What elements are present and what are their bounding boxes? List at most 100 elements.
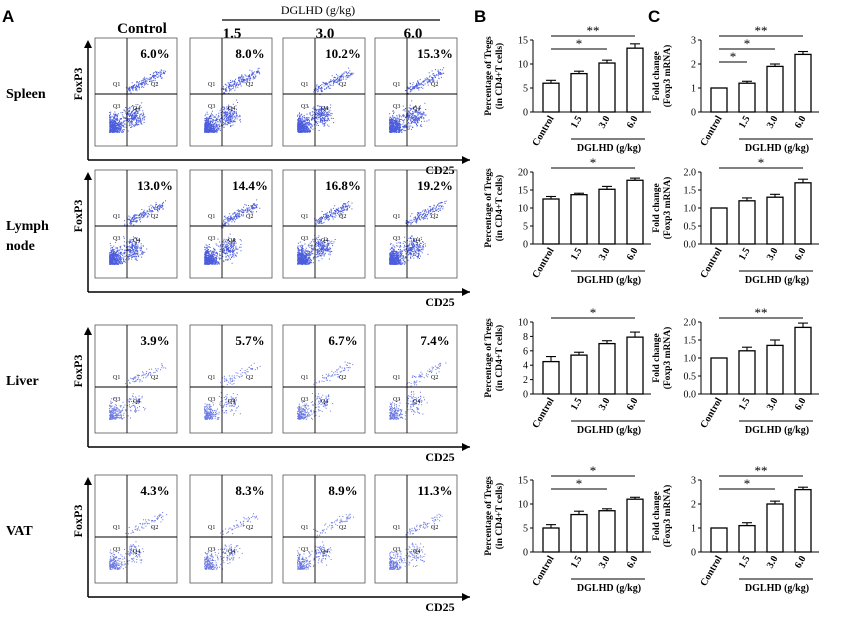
quadrant-label: Q4	[321, 549, 328, 555]
y-axis-label: FoxP3	[71, 68, 85, 101]
y-tick-label: 15	[518, 186, 528, 197]
quadrant-label: Q2	[151, 214, 158, 220]
y-tick-label: 10	[518, 318, 528, 329]
dglhd-header: DGLHD (g/kg)	[281, 3, 355, 17]
y-axis-label: (in CD4+T cells)	[494, 43, 505, 109]
quadrant-label: Q3	[113, 397, 120, 403]
quadrant-label: Q2	[339, 214, 346, 220]
plot-frame	[282, 169, 366, 279]
x-tick-label: 6.0	[625, 554, 641, 570]
plot-frame	[282, 474, 366, 584]
x-tick-label: 1.5	[737, 554, 753, 570]
flow-plot: Q1 Q2 Q3 Q4 8.0%	[189, 37, 273, 147]
y-axis-label: FoxP3	[71, 355, 85, 388]
quadrant-label: Q4	[413, 106, 420, 112]
significance-marker: *	[590, 155, 597, 170]
y-axis-label: (Foxp3 mRNA)	[662, 177, 673, 240]
flow-plot: Q1 Q2 Q3 Q4 10.2%	[282, 37, 366, 147]
y-axis-label: (Foxp3 mRNA)	[662, 45, 673, 108]
plot-frame	[374, 169, 458, 279]
quadrant-label: Q4	[228, 238, 235, 244]
y-tick-label: 0	[691, 548, 696, 559]
quadrant-label: Q1	[113, 214, 120, 220]
quadrant-label: Q2	[151, 82, 158, 88]
quadrant-label: Q3	[113, 236, 120, 242]
quadrant-label: Q3	[208, 397, 215, 403]
flow-plot: Q1 Q2 Q3 Q4 8.3%	[189, 474, 273, 584]
y-tick-label: 15	[518, 36, 528, 47]
y-tick-label: 20	[518, 168, 528, 179]
quadrant-label: Q1	[393, 525, 400, 531]
quadrant-label: Q4	[133, 106, 140, 112]
quadrant-label: Q4	[413, 399, 420, 405]
x-axis-label: CD25	[425, 450, 454, 464]
treg-percentage: 6.0%	[140, 46, 169, 61]
bar	[710, 357, 728, 395]
tissue-name-2: Liver	[6, 374, 39, 389]
flow-plot: Q1 Q2 Q3 Q4 16.8%	[282, 169, 366, 279]
x-axis-arrow	[462, 443, 470, 451]
y-tick-label: 1.5	[684, 336, 697, 347]
quadrant-label: Q1	[113, 82, 120, 88]
event-dots	[389, 513, 443, 570]
bar-chart-C-liver: 0.0 0.5 1.0 1.5 2.0 Fold change (Foxp3 mRNA) Co…	[652, 305, 819, 436]
x-tick-label: 1.5	[737, 246, 753, 262]
x-axis-arrow	[462, 288, 470, 296]
y-axis-arrow	[84, 40, 92, 48]
bar	[626, 336, 644, 395]
quadrant-label: Q2	[151, 375, 158, 381]
bar	[598, 510, 616, 553]
bar	[626, 179, 644, 245]
y-axis-label: Percentage of Tregs	[484, 318, 494, 398]
y-axis-label: Percentage of Tregs	[484, 476, 494, 556]
bar	[738, 82, 756, 113]
event-dots	[389, 362, 447, 420]
event-dots	[297, 201, 353, 265]
bar	[570, 354, 588, 395]
bar	[710, 87, 728, 113]
treg-percentage: 16.8%	[325, 178, 361, 193]
y-tick-label: 0	[523, 548, 528, 559]
flow-plot: Q1 Q2 Q3 Q4 19.2%	[374, 169, 458, 279]
flow-plot: Q1 Q2 Q3 Q4 6.7%	[282, 324, 366, 434]
y-tick-label: 2.0	[684, 168, 697, 179]
y-tick-label: 3	[691, 36, 696, 47]
x-axis-arrow	[462, 593, 470, 601]
y-axis-label: Fold change	[652, 51, 662, 100]
plot-frame	[189, 474, 273, 584]
event-dots	[204, 362, 261, 420]
y-tick-label: 0.5	[684, 372, 697, 383]
quadrant-label: Q4	[228, 549, 235, 555]
significance-marker: **	[755, 23, 768, 38]
y-tick-label: 4	[523, 361, 528, 372]
quadrant-label: Q3	[393, 547, 400, 553]
quadrant-label: Q3	[301, 397, 308, 403]
event-dots	[109, 363, 167, 420]
y-axis-label: Fold change	[652, 183, 662, 232]
plot-frame	[189, 324, 273, 434]
y-tick-label: 5	[523, 222, 528, 233]
y-axis-label: FoxP3	[71, 200, 85, 233]
dose-header-1: 1.5	[223, 26, 242, 42]
y-tick-label: 6	[523, 346, 528, 357]
bar	[738, 350, 756, 395]
quadrant-label: Q2	[431, 82, 438, 88]
bar-chart-B-lymph: 0 5 10 15 20 Percentage of Tregs (in CD4+T cel…	[484, 155, 651, 286]
bar	[570, 72, 588, 113]
quadrant-label: Q1	[301, 82, 308, 88]
plot-frame	[94, 169, 178, 279]
y-tick-label: 0.0	[684, 390, 697, 401]
tissue-name-1: Lymph	[6, 219, 49, 234]
x-tick-label: 3.0	[765, 396, 781, 412]
y-axis-arrow	[84, 477, 92, 485]
x-tick-label: Control	[698, 246, 724, 280]
quadrant-label: Q2	[246, 214, 253, 220]
flow-plot: Q1 Q2 Q3 Q4 5.7%	[189, 324, 273, 434]
x-tick-label: Control	[698, 114, 724, 148]
event-dots	[389, 200, 447, 265]
quadrant-label: Q1	[113, 375, 120, 381]
x-tick-label: 3.0	[597, 246, 613, 262]
quadrant-label: Q3	[393, 236, 400, 242]
x-tick-label: 3.0	[765, 246, 781, 262]
y-axis-label: (in CD4+T cells)	[494, 325, 505, 391]
